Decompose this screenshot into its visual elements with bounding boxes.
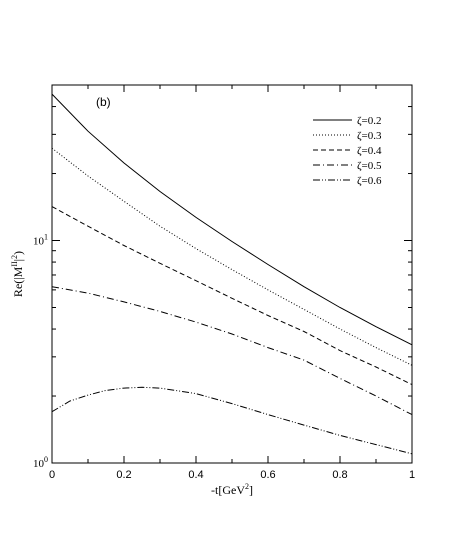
series-line xyxy=(51,206,413,386)
y-axis-label: Re(|MII|2) xyxy=(10,251,25,297)
legend: ζ=0.2 ζ=0.3 ζ=0.4 ζ=0.5 ζ=0.6 xyxy=(313,115,382,187)
y-axis-label-sup2: 2 xyxy=(10,255,19,259)
x-axis: 0 0.2 0.4 0.6 0.8 1 xyxy=(49,85,415,481)
series-line xyxy=(51,93,413,346)
x-axis-label-sup: 2 xyxy=(245,482,249,491)
legend-label: ζ=0.4 xyxy=(357,145,382,157)
series-line xyxy=(51,147,413,366)
x-axis-label-main: -t[GeV xyxy=(211,483,245,497)
y-axis-label-main: Re(|M xyxy=(11,266,25,297)
legend-label: ζ=0.5 xyxy=(357,160,382,172)
series-line xyxy=(51,386,413,455)
y-tick-label: 100 xyxy=(33,455,48,470)
y-axis-label-bar: | xyxy=(11,259,25,261)
y-axis-label-end: ) xyxy=(11,251,25,255)
y-axis-label-sup: II xyxy=(10,261,19,267)
y-axis: 100 101 xyxy=(33,106,412,470)
y-tick-label: 101 xyxy=(33,233,48,248)
x-tick-label: 0 xyxy=(49,469,55,481)
x-axis-label-close: ] xyxy=(249,483,253,497)
x-axis-label: -t[GeV2] xyxy=(211,482,253,497)
legend-label: ζ=0.2 xyxy=(357,115,382,127)
series-layer xyxy=(51,93,413,455)
x-tick-label: 0.6 xyxy=(260,469,275,481)
series-line xyxy=(51,286,413,416)
legend-label: ζ=0.6 xyxy=(357,175,382,187)
x-tick-label: 0.2 xyxy=(116,469,131,481)
x-tick-label: 0.4 xyxy=(188,469,203,481)
panel-label: (b) xyxy=(96,95,111,109)
x-tick-label: 0.8 xyxy=(332,469,347,481)
legend-label: ζ=0.3 xyxy=(357,130,382,142)
x-tick-label: 1 xyxy=(409,469,415,481)
